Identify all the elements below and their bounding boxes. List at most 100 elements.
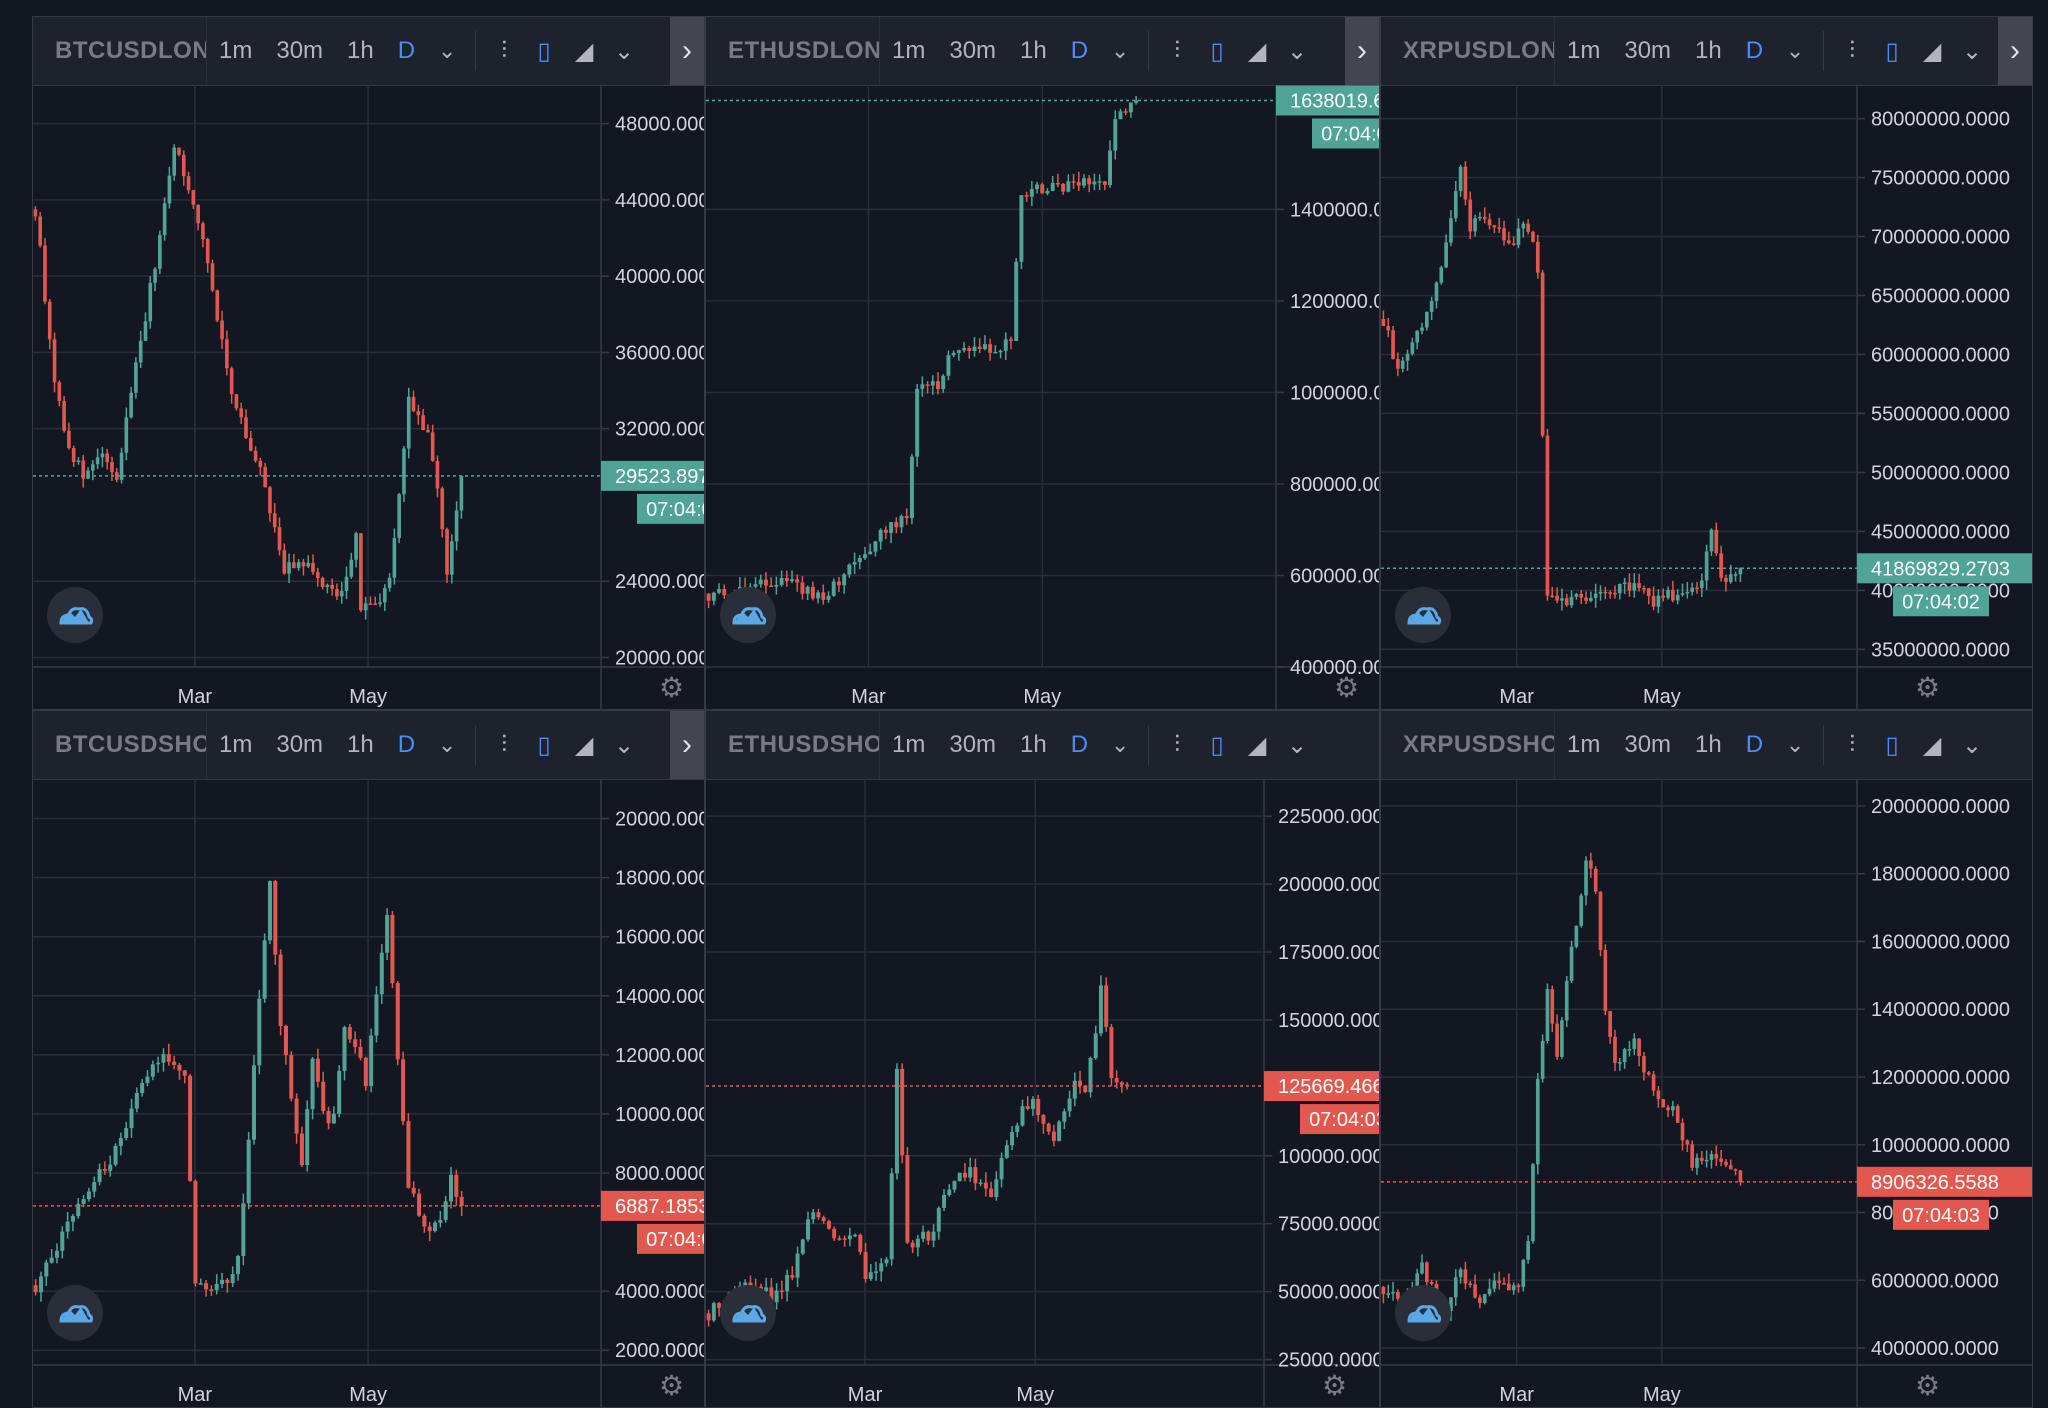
price-chart[interactable]: Mar May 1400000.0000 1200000.0000 1000000.00… — [706, 85, 1380, 710]
cloud-logo-icon[interactable] — [47, 587, 103, 643]
chevron-down-icon[interactable]: ⌄ — [1962, 37, 1983, 65]
chevron-down-icon[interactable]: ⌄ — [437, 732, 457, 757]
candle-body — [1695, 587, 1699, 590]
timeframe-1m-button[interactable]: 1m — [1567, 37, 1601, 64]
chart-panel[interactable]: ETHUSDSHO 1m 30m 1h D ⌄ ⫶ ▯ ◢ ⌄ Mar May 225000.0000 2… — [705, 710, 1380, 1408]
area-icon[interactable]: ◢ — [1922, 37, 1942, 65]
candle-body — [1671, 1106, 1675, 1111]
expand-arrow-icon[interactable]: › — [1998, 17, 2032, 85]
bars-icon[interactable]: ⫶ — [501, 731, 508, 758]
symbol-label[interactable]: XRPUSDSHO — [1381, 711, 1555, 779]
price-chart[interactable]: Mar May 80000000.0000 75000000.0000 70000000… — [1381, 85, 2033, 710]
timeframe-30m-button[interactable]: 30m — [1624, 37, 1672, 64]
bars-icon[interactable]: ⫶ — [1174, 731, 1181, 758]
bars-icon[interactable]: ⫶ — [501, 37, 508, 64]
price-chart[interactable]: Mar May 20000.0000 18000.0000 16000.0000 1400… — [33, 779, 705, 1408]
cloud-logo-icon[interactable] — [1395, 1285, 1451, 1341]
timeframe-d-button[interactable]: D — [1745, 37, 1764, 64]
price-chart[interactable]: Mar May 225000.0000 200000.0000 175000.0000 1… — [706, 779, 1380, 1408]
chart-panel[interactable]: BTCUSDSHO 1m 30m 1h D ⌄ ⫶ ▯ ◢ ⌄ › Mar May 20000.0000 1… — [32, 710, 705, 1408]
chart-panel[interactable]: XRPUSDSHO 1m 30m 1h D ⌄ ⫶ ▯ ◢ ⌄ Mar May 20000000.000… — [1380, 710, 2033, 1408]
chevron-down-icon[interactable]: ⌄ — [1110, 732, 1130, 757]
chevron-down-icon[interactable]: ⌄ — [1110, 38, 1130, 63]
area-icon[interactable]: ◢ — [1922, 731, 1942, 759]
candles-icon[interactable]: ▯ — [1210, 731, 1224, 759]
symbol-label[interactable]: BTCUSDSHO — [33, 711, 207, 779]
timeframe-d-button[interactable]: D — [1070, 37, 1089, 64]
candle-body — [1564, 598, 1569, 606]
symbol-label[interactable]: ETHUSDSHO — [706, 711, 880, 779]
timeframe-1h-button[interactable]: 1h — [1695, 37, 1722, 64]
timeframe-1h-button[interactable]: 1h — [347, 37, 374, 64]
area-icon[interactable]: ◢ — [1247, 731, 1267, 759]
candle-body — [1114, 1078, 1119, 1083]
timeframe-30m-button[interactable]: 30m — [949, 37, 997, 64]
timeframe-1m-button[interactable]: 1m — [1567, 731, 1601, 758]
timeframe-1h-button[interactable]: 1h — [347, 731, 374, 758]
candles-icon[interactable]: ▯ — [537, 731, 551, 759]
timeframe-1m-button[interactable]: 1m — [892, 37, 926, 64]
y-tick-label: 24000.0000 — [615, 571, 705, 593]
cloud-logo-icon[interactable] — [1395, 587, 1451, 643]
timeframe-d-button[interactable]: D — [397, 37, 416, 64]
candles-icon[interactable]: ▯ — [1210, 37, 1224, 65]
symbol-label[interactable]: ETHUSDLON — [706, 17, 880, 85]
candle-body — [246, 1139, 251, 1204]
bars-icon[interactable]: ⫶ — [1174, 37, 1181, 64]
expand-arrow-icon[interactable]: › — [670, 711, 704, 779]
timeframe-d-button[interactable]: D — [397, 731, 416, 758]
chart-panel[interactable]: XRPUSDLON 1m 30m 1h D ⌄ ⫶ ▯ ◢ ⌄ › Mar May 80000000.00… — [1380, 16, 2033, 710]
chevron-down-icon[interactable]: ⌄ — [614, 37, 635, 65]
timeframe-30m-button[interactable]: 30m — [276, 37, 324, 64]
chevron-down-icon[interactable]: ⌄ — [1962, 731, 1983, 759]
candles-icon[interactable]: ▯ — [537, 37, 551, 65]
price-chart[interactable]: Mar May 48000.0000 44000.0000 40000.0000 3600… — [33, 85, 705, 710]
chart-panel[interactable]: BTCUSDLON 1m 30m 1h D ⌄ ⫶ ▯ ◢ ⌄ › Mar May 48000.0000 4… — [32, 16, 705, 710]
candle-body — [915, 1238, 920, 1248]
candle-body — [38, 216, 42, 246]
bars-icon[interactable]: ⫶ — [1849, 731, 1856, 758]
area-icon[interactable]: ◢ — [574, 37, 594, 65]
cloud-logo-icon[interactable] — [720, 587, 776, 643]
timeframe-30m-button[interactable]: 30m — [949, 731, 997, 758]
candle-body — [936, 1207, 941, 1232]
gear-icon[interactable]: ⚙ — [1334, 672, 1360, 703]
bars-icon[interactable]: ⫶ — [1849, 37, 1856, 64]
expand-arrow-icon[interactable]: › — [1345, 17, 1379, 85]
candle-body — [962, 1172, 967, 1178]
timeframe-1h-button[interactable]: 1h — [1020, 37, 1047, 64]
timeframe-30m-button[interactable]: 30m — [1624, 731, 1672, 758]
candles-icon[interactable]: ▯ — [1885, 37, 1899, 65]
timeframe-30m-button[interactable]: 30m — [276, 731, 324, 758]
chevron-down-icon[interactable]: ⌄ — [1785, 732, 1805, 757]
chart-panel[interactable]: ETHUSDLON 1m 30m 1h D ⌄ ⫶ ▯ ◢ ⌄ › Mar May 1400000.000… — [705, 16, 1380, 710]
price-chart[interactable]: Mar May 20000000.0000 18000000.0000 16000000… — [1381, 779, 2033, 1408]
candles-icon[interactable]: ▯ — [1885, 731, 1899, 759]
symbol-label[interactable]: BTCUSDLON — [33, 17, 207, 85]
timeframe-d-button[interactable]: D — [1070, 731, 1089, 758]
area-icon[interactable]: ◢ — [1247, 37, 1267, 65]
timeframe-1h-button[interactable]: 1h — [1695, 731, 1722, 758]
gear-icon[interactable]: ⚙ — [1915, 1370, 1941, 1401]
timeframe-1m-button[interactable]: 1m — [219, 731, 253, 758]
candle-body — [1680, 1122, 1685, 1141]
gear-icon[interactable]: ⚙ — [1322, 1370, 1348, 1401]
timeframe-1h-button[interactable]: 1h — [1020, 731, 1047, 758]
cloud-logo-icon[interactable] — [720, 1285, 776, 1341]
chevron-down-icon[interactable]: ⌄ — [614, 731, 635, 759]
gear-icon[interactable]: ⚙ — [1915, 672, 1941, 703]
timeframe-1m-button[interactable]: 1m — [892, 731, 926, 758]
candle-body — [832, 1228, 837, 1239]
gear-icon[interactable]: ⚙ — [659, 1370, 685, 1401]
chevron-down-icon[interactable]: ⌄ — [1287, 731, 1308, 759]
timeframe-d-button[interactable]: D — [1745, 731, 1764, 758]
expand-arrow-icon[interactable]: › — [670, 17, 704, 85]
chevron-down-icon[interactable]: ⌄ — [1287, 37, 1308, 65]
chevron-down-icon[interactable]: ⌄ — [437, 38, 457, 63]
symbol-label[interactable]: XRPUSDLON — [1381, 17, 1555, 85]
gear-icon[interactable]: ⚙ — [659, 672, 685, 703]
chevron-down-icon[interactable]: ⌄ — [1785, 38, 1805, 63]
cloud-logo-icon[interactable] — [47, 1285, 103, 1341]
area-icon[interactable]: ◢ — [574, 731, 594, 759]
timeframe-1m-button[interactable]: 1m — [219, 37, 253, 64]
